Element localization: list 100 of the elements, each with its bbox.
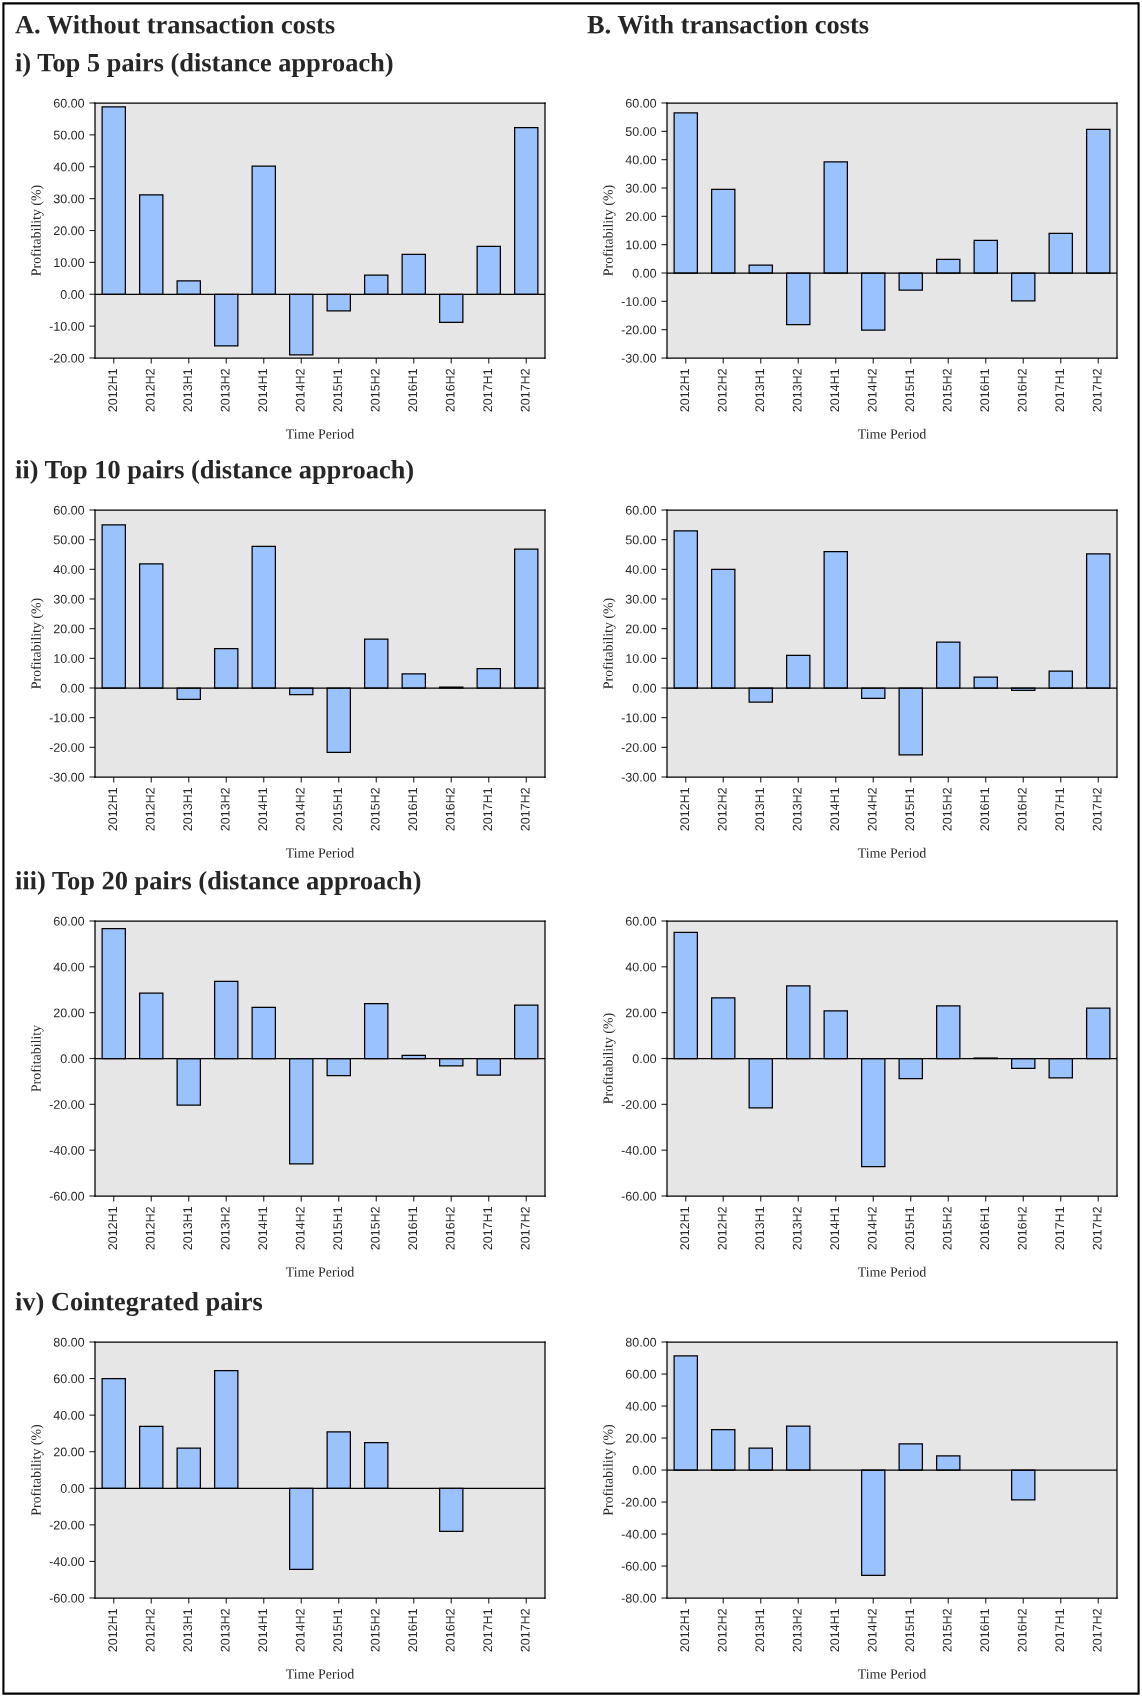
x-tick-label: 2016H2 [445, 369, 455, 412]
y-tick-label: -10.00 [49, 713, 85, 723]
x-tick-label: 2015H2 [942, 788, 952, 831]
x-axis-title: Time Period [285, 428, 355, 439]
x-tick-label: 2016H1 [408, 788, 418, 831]
x-axis-title: Time Period [285, 1266, 355, 1277]
x-tick-label: 2013H2 [792, 1609, 802, 1652]
x-tick-label: 2012H1 [108, 788, 118, 831]
x-tick-label: 2016H2 [1017, 1609, 1027, 1652]
y-tick-label: -20.00 [621, 743, 657, 752]
y-tick-label: -10.00 [621, 713, 657, 723]
text: B. With transaction costs [587, 15, 869, 34]
x-tick-label: 2012H2 [717, 369, 727, 412]
x-tick-label: 2017H1 [1055, 788, 1065, 831]
x-tick-label: 2015H1 [905, 1609, 915, 1652]
x-tick-label: 2015H1 [333, 1207, 343, 1250]
x-tick-label: 2013H2 [792, 369, 802, 412]
chart-title: i) Top 5 pairs (distance approach) [15, 53, 393, 77]
y-axis-title: Profitability (%) [602, 185, 616, 276]
x-tick-label: 2013H1 [183, 1207, 193, 1250]
x-tick-label: 2012H2 [717, 1207, 727, 1250]
x-tick-label: 2012H2 [145, 1207, 155, 1250]
x-tick-label: 2017H1 [483, 1207, 493, 1250]
x-tick-label: 2013H2 [220, 1609, 230, 1652]
x-tick-label: 2017H2 [520, 369, 530, 412]
x-tick-label: 2012H2 [717, 788, 727, 831]
y-tick-label: 20.00 [625, 624, 657, 634]
y-tick-label: 0.00 [60, 1054, 85, 1064]
y-tick-label: 0.00 [60, 1484, 85, 1493]
y-tick-label: 0.00 [632, 1054, 657, 1064]
y-tick-label: -20.00 [621, 1497, 657, 1507]
x-axis-title: Time Period [857, 428, 927, 439]
y-axis-title: Profitability [30, 1024, 44, 1092]
x-tick-label: 2016H1 [980, 369, 990, 412]
y-tick-label: 60.00 [625, 98, 657, 108]
y-tick-label: -40.00 [621, 1529, 657, 1539]
y-tick-label: -20.00 [49, 1520, 85, 1530]
x-axis-title: Time Period [285, 847, 355, 858]
x-axis-title: Time Period [857, 1266, 927, 1277]
y-tick-label: 20.00 [53, 624, 85, 634]
y-tick-label: -80.00 [621, 1593, 657, 1603]
y-tick-label: -10.00 [49, 321, 85, 331]
x-tick-label: 2016H1 [980, 1207, 990, 1250]
x-tick-label: 2014H1 [830, 369, 840, 412]
x-tick-label: 2017H1 [1055, 1609, 1065, 1652]
x-tick-label: 2014H1 [258, 1609, 268, 1652]
y-tick-label: 0.00 [60, 290, 85, 299]
y-tick-label: 10.00 [54, 654, 85, 663]
x-tick-label: 2015H1 [905, 788, 915, 831]
y-tick-label: 60.00 [53, 916, 85, 926]
x-tick-label: 2017H2 [1092, 369, 1102, 412]
x-tick-label: 2015H2 [942, 1609, 952, 1652]
x-tick-label: 2015H1 [333, 1609, 343, 1652]
x-tick-label: 2017H2 [1092, 788, 1102, 831]
x-tick-label: 2014H2 [295, 788, 305, 831]
x-tick-label: 2013H1 [183, 788, 193, 831]
y-tick-label: 20.00 [625, 212, 657, 221]
x-tick-label: 2015H1 [905, 369, 915, 412]
x-tick-label: 2017H2 [1092, 1207, 1102, 1250]
x-tick-label: 2017H1 [483, 788, 493, 831]
y-tick-label: 40.00 [625, 155, 657, 165]
chart-title: iii) Top 20 pairs (distance approach) [15, 871, 421, 895]
y-tick-label: -10.00 [621, 297, 657, 306]
x-tick-label: 2017H2 [520, 1609, 530, 1652]
x-tick-label: 2017H2 [520, 1207, 530, 1250]
y-tick-label: 30.00 [625, 594, 657, 604]
y-tick-label: -60.00 [621, 1191, 657, 1201]
x-tick-label: 2012H2 [717, 1609, 727, 1652]
x-tick-label: 2016H1 [980, 1609, 990, 1652]
y-tick-label: 50.00 [53, 130, 85, 140]
y-tick-label: -30.00 [49, 772, 85, 782]
y-tick-label: -20.00 [49, 353, 85, 363]
y-tick-label: -20.00 [49, 743, 85, 752]
x-tick-label: 2013H2 [792, 788, 802, 831]
y-tick-label: -30.00 [621, 772, 657, 782]
y-axis-title: Profitability (%) [602, 598, 616, 689]
y-tick-label: 20.00 [625, 1008, 657, 1018]
y-tick-label: 10.00 [626, 654, 657, 663]
x-tick-label: 2014H1 [830, 1609, 840, 1652]
y-tick-label: 40.00 [625, 962, 657, 972]
y-tick-label: 50.00 [625, 127, 657, 136]
x-axis-title: Time Period [857, 1668, 927, 1679]
y-tick-label: 60.00 [53, 1374, 85, 1384]
y-tick-label: 50.00 [625, 535, 657, 545]
y-tick-label: 10.00 [626, 240, 657, 250]
x-tick-label: 2017H1 [483, 1609, 493, 1652]
x-tick-label: 2016H2 [1017, 1207, 1027, 1250]
y-axis-title: Profitability (%) [602, 1013, 616, 1104]
x-tick-label: 2017H1 [483, 369, 493, 412]
x-tick-label: 2017H2 [520, 788, 530, 831]
y-tick-label: -20.00 [621, 1100, 657, 1109]
y-tick-label: 0.00 [632, 1465, 657, 1475]
x-tick-label: 2016H2 [445, 1207, 455, 1250]
y-tick-label: 20.00 [53, 226, 85, 236]
x-tick-label: 2014H2 [867, 1207, 877, 1250]
x-tick-label: 2015H1 [333, 788, 343, 831]
y-tick-label: 60.00 [625, 505, 657, 515]
x-tick-label: 2014H1 [258, 369, 268, 412]
y-tick-label: 0.00 [632, 268, 657, 278]
x-tick-label: 2015H1 [333, 369, 343, 412]
